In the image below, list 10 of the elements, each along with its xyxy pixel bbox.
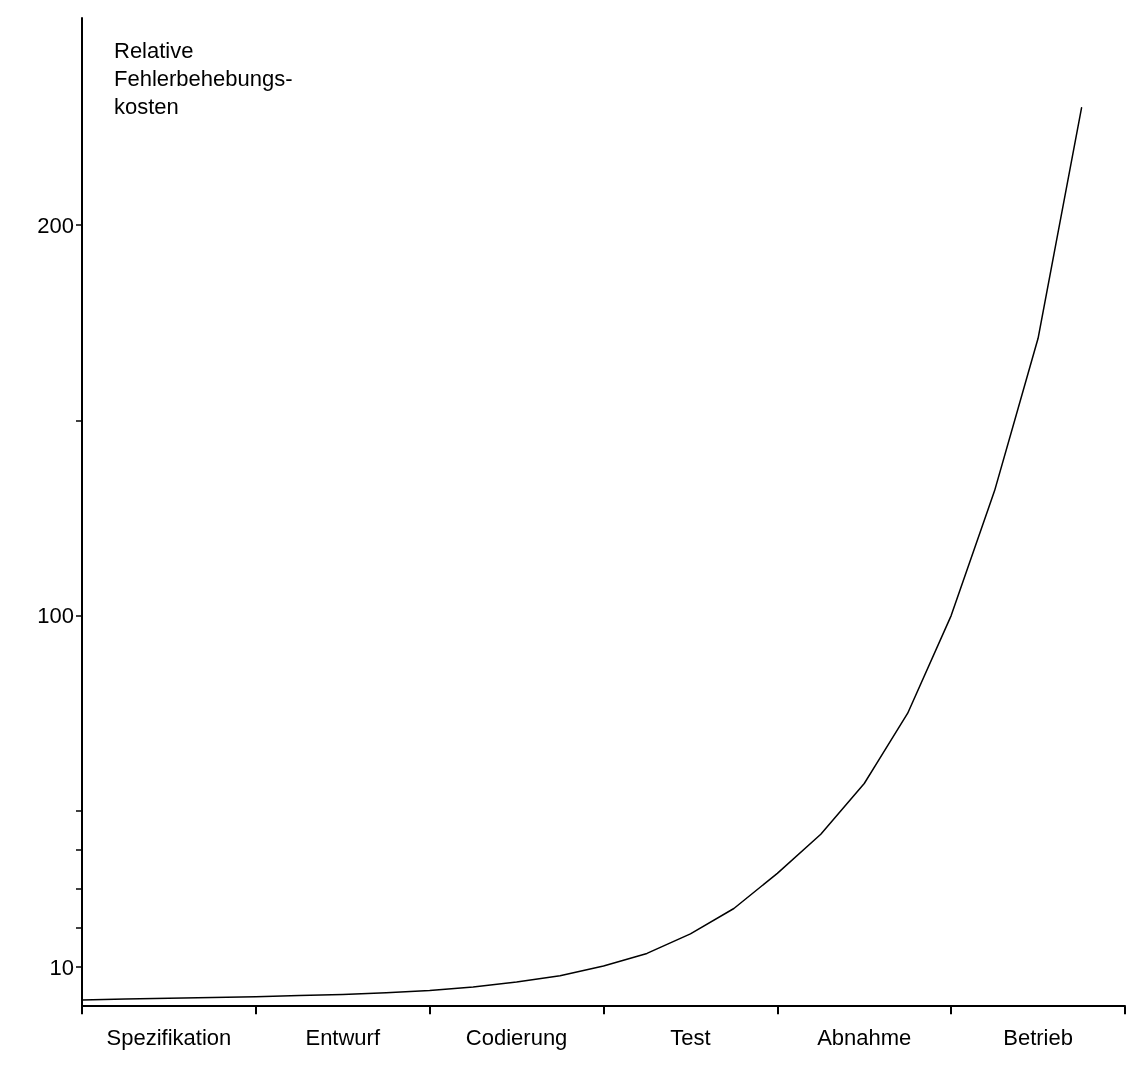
y-tick-label: 100 (37, 603, 74, 629)
x-tick-label: Entwurf (305, 1024, 381, 1050)
x-tick-label: Abnahme (817, 1024, 912, 1050)
x-tick-label: Betrieb (1003, 1024, 1073, 1050)
x-tick-label: Codierung (465, 1024, 568, 1050)
x-tick-label: Spezifikation (106, 1024, 232, 1050)
y-tick-label: 10 (49, 954, 74, 980)
y-tick-label: 200 (37, 212, 74, 238)
y-axis-title: Relative Fehlerbehebungs- kosten (114, 37, 293, 119)
x-tick-label: Test (670, 1024, 711, 1050)
